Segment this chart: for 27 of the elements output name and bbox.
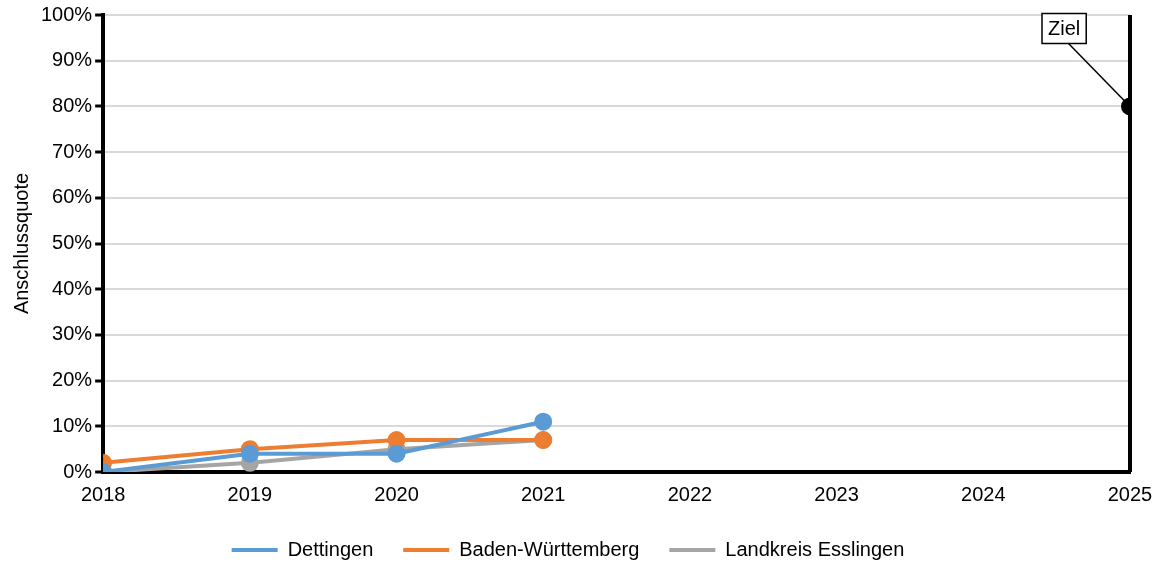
y-axis-title: Anschlussquote — [9, 172, 32, 315]
y-tick-label: 50% — [52, 231, 93, 254]
legend-label: Dettingen — [287, 537, 374, 560]
y-tick-label: 20% — [52, 368, 93, 391]
point — [387, 444, 406, 463]
x-tick-label: 2022 — [667, 482, 713, 505]
x-tick-label: 2020 — [374, 482, 419, 505]
y-tick-label: 90% — [52, 48, 93, 71]
y-tick-label: 100% — [41, 2, 93, 25]
y-tick-label: 60% — [52, 185, 93, 208]
x-tick-label: 2018 — [80, 482, 126, 505]
y-tick-label: 70% — [52, 139, 93, 162]
y-tick-label: 80% — [52, 93, 93, 116]
x-tick-label: 2025 — [1107, 482, 1153, 505]
x-tick-label: 2024 — [961, 482, 1006, 505]
legend-label: Landkreis Esslingen — [725, 537, 905, 560]
point — [534, 412, 553, 431]
legend-label: Baden-Württemberg — [459, 537, 640, 560]
x-tick-label: 2021 — [520, 482, 566, 505]
x-tick-label: 2023 — [814, 482, 859, 505]
y-tick-label: 10% — [52, 413, 93, 436]
point — [240, 444, 259, 463]
y-tick-label: 0% — [63, 459, 93, 482]
y-tick-label: 40% — [52, 276, 93, 299]
annotation: Ziel — [1048, 16, 1081, 39]
x-tick-label: 2019 — [227, 482, 273, 505]
y-tick-label: 30% — [52, 322, 93, 345]
